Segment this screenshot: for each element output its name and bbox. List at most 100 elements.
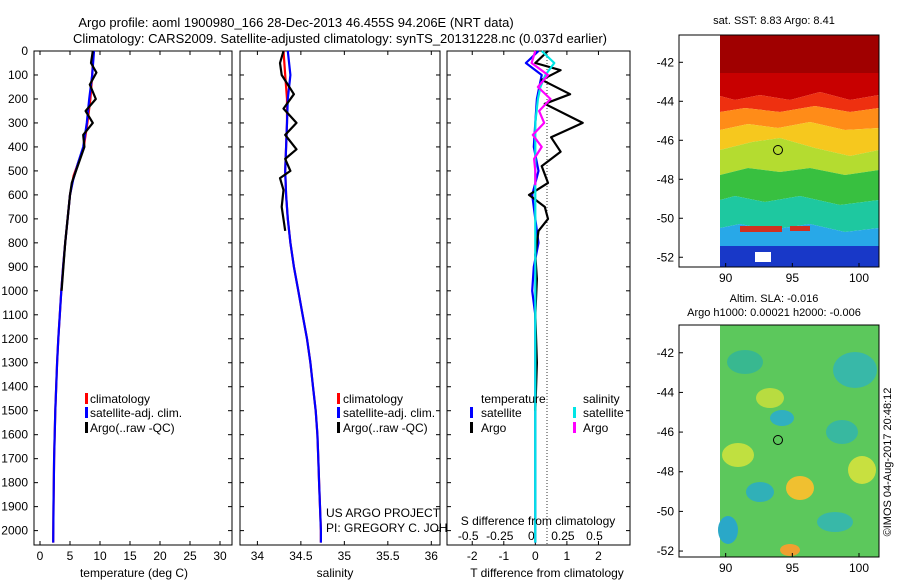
project-label-line1: US ARGO PROJECT bbox=[326, 506, 441, 520]
map-y-tick-label: -48 bbox=[657, 465, 675, 479]
legend-label-temp-argo: Argo bbox=[481, 421, 507, 435]
x-tick-label: 10 bbox=[93, 549, 107, 563]
figure-title-line1: Argo profile: aoml 1900980_166 28-Dec-20… bbox=[78, 15, 513, 30]
figure-title-line2: Climatology: CARS2009. Satellite-adjuste… bbox=[73, 31, 607, 46]
series-line-argo-raw-qc- bbox=[278, 50, 298, 232]
sla-blob-teal-3 bbox=[770, 410, 794, 426]
sla-blob-yellow-3 bbox=[848, 456, 876, 484]
legend-swatch-climatology bbox=[337, 393, 340, 404]
y-tick-label: 200 bbox=[8, 92, 28, 106]
y-tick-label: 1300 bbox=[1, 356, 28, 370]
sla-blob-teal-7 bbox=[817, 512, 853, 532]
x-tick-label: 20 bbox=[153, 549, 167, 563]
map-y-tick-label: -50 bbox=[657, 211, 675, 225]
top-tick-label: 0.25 bbox=[551, 529, 575, 543]
temperature-axis-y-ticks: 0 100 200 300 400 500 600 700 800 900 1000 1100 1200… bbox=[1, 44, 232, 538]
map-y-tick-label: -52 bbox=[657, 250, 675, 264]
y-tick-label: 1500 bbox=[1, 404, 28, 418]
sla-blob-yellow-1 bbox=[756, 388, 784, 408]
sst-map-title: sat. SST: 8.83 Argo: 8.41 bbox=[713, 15, 835, 27]
legend-swatch-satellite-adj bbox=[337, 407, 340, 418]
map-x-tick-label: 90 bbox=[719, 561, 733, 575]
sst-map-panel: sat. SST: 8.83 Argo: 8.41 90 95 100 -42 -44 -… bbox=[657, 15, 880, 285]
sst-band-blue bbox=[720, 246, 879, 267]
legend-swatch-argo bbox=[337, 422, 340, 433]
y-tick-label: 400 bbox=[8, 140, 28, 154]
map-y-tick-label: -52 bbox=[657, 544, 675, 558]
temperature-xlabel: temperature (deg C) bbox=[80, 566, 188, 580]
x-tick-label: 36 bbox=[425, 549, 439, 563]
difference-panel: -2 -1 0 1 2 -0.5 -0.25 0 0.25 0.5 temperature sa… bbox=[446, 50, 631, 580]
map-y-tick-label: -46 bbox=[657, 425, 675, 439]
y-tick-label: 1600 bbox=[1, 428, 28, 442]
sst-patch-red-2 bbox=[790, 226, 810, 231]
sst-band-orange bbox=[720, 106, 879, 130]
y-tick-label: 1800 bbox=[1, 476, 28, 490]
difference-xlabel-top: S difference from climatology bbox=[461, 514, 616, 528]
series-line-argo-raw-qc- bbox=[60, 50, 98, 291]
sla-blob-teal-2 bbox=[833, 352, 877, 388]
y-tick-label: 900 bbox=[8, 260, 28, 274]
y-tick-label: 1400 bbox=[1, 380, 28, 394]
series-line-salinity-argo bbox=[530, 50, 552, 186]
legend-swatch-argo bbox=[85, 422, 88, 433]
temperature-axis-x-ticks: 0 5 10 15 20 25 30 bbox=[37, 51, 227, 563]
legend-swatch-satellite-adj bbox=[85, 407, 88, 418]
map-y-tick-label: -44 bbox=[657, 94, 675, 108]
y-tick-label: 1700 bbox=[1, 452, 28, 466]
x-tick-label: 5 bbox=[67, 549, 74, 563]
legend-label-argo: Argo(..raw -QC) bbox=[90, 421, 175, 435]
sst-band-dark-red bbox=[720, 73, 879, 100]
x-tick-label: 34 bbox=[251, 549, 265, 563]
temperature-panel: 0100200300400500600700800900100011001200… bbox=[1, 44, 233, 580]
x-tick-label: 1 bbox=[564, 549, 571, 563]
y-tick-label: 0 bbox=[21, 44, 28, 58]
legend-swatch-sal-satellite bbox=[573, 407, 576, 418]
sst-band-green bbox=[720, 168, 879, 205]
sst-band-35 bbox=[720, 35, 879, 73]
difference-plot-frame bbox=[446, 50, 631, 546]
legend-swatch-climatology bbox=[85, 393, 88, 404]
top-tick-label: -0.25 bbox=[486, 529, 514, 543]
legend-label-argo: Argo(..raw -QC) bbox=[343, 421, 428, 435]
top-tick-label: -0.5 bbox=[458, 529, 479, 543]
y-tick-label: 1900 bbox=[1, 500, 28, 514]
map-x-tick-label: 95 bbox=[786, 561, 800, 575]
y-tick-label: 500 bbox=[8, 164, 28, 178]
y-tick-label: 100 bbox=[8, 68, 28, 82]
x-tick-label: -2 bbox=[467, 549, 478, 563]
sla-blob-teal-1 bbox=[727, 350, 763, 374]
legend-title-temperature: temperature bbox=[481, 392, 546, 406]
legend-swatch-sal-argo bbox=[573, 422, 576, 433]
y-tick-label: 600 bbox=[8, 188, 28, 202]
y-tick-label: 300 bbox=[8, 116, 28, 130]
map-x-tick-label: 100 bbox=[849, 271, 869, 285]
sst-map-ticks: 90 95 100 -42 -44 -46 -48 -50 -52 bbox=[657, 55, 870, 285]
difference-axis-y-ticks bbox=[447, 50, 630, 532]
salinity-series-lines bbox=[278, 50, 322, 543]
sst-map-frame bbox=[678, 34, 880, 268]
map-x-tick-label: 95 bbox=[786, 271, 800, 285]
sla-heatmap bbox=[718, 325, 879, 557]
legend-label-satellite-adj: satellite-adj. clim. bbox=[343, 406, 435, 420]
legend-label-climatology: climatology bbox=[90, 392, 150, 406]
x-tick-label: 2 bbox=[595, 549, 602, 563]
sla-blob-teal-5 bbox=[746, 482, 774, 502]
temperature-legend: climatology satellite-adj. clim. Argo(..… bbox=[85, 392, 182, 435]
x-tick-label: 30 bbox=[213, 549, 227, 563]
sla-blob-teal-6 bbox=[718, 516, 738, 544]
project-label-line2: PI: GREGORY C. JOHNSON bbox=[326, 521, 482, 535]
temperature-plot-frame bbox=[33, 50, 233, 546]
argo-location-marker bbox=[773, 145, 783, 155]
y-tick-label: 700 bbox=[8, 212, 28, 226]
salinity-panel: 34 34.5 35 35.5 36 climatology satellite-adj… bbox=[239, 50, 482, 580]
map-x-tick-label: 90 bbox=[719, 271, 733, 285]
top-tick-label: 0 bbox=[528, 529, 535, 543]
difference-top-ticks: -0.5 -0.25 0 0.25 0.5 bbox=[458, 529, 603, 543]
difference-series-lines bbox=[524, 50, 584, 543]
sla-map-title: Altim. SLA: -0.016 bbox=[730, 293, 819, 305]
y-tick-label: 1100 bbox=[2, 308, 28, 322]
salinity-legend: climatology satellite-adj. clim. Argo(..… bbox=[337, 392, 435, 435]
sst-band-yellow-green bbox=[720, 138, 879, 175]
